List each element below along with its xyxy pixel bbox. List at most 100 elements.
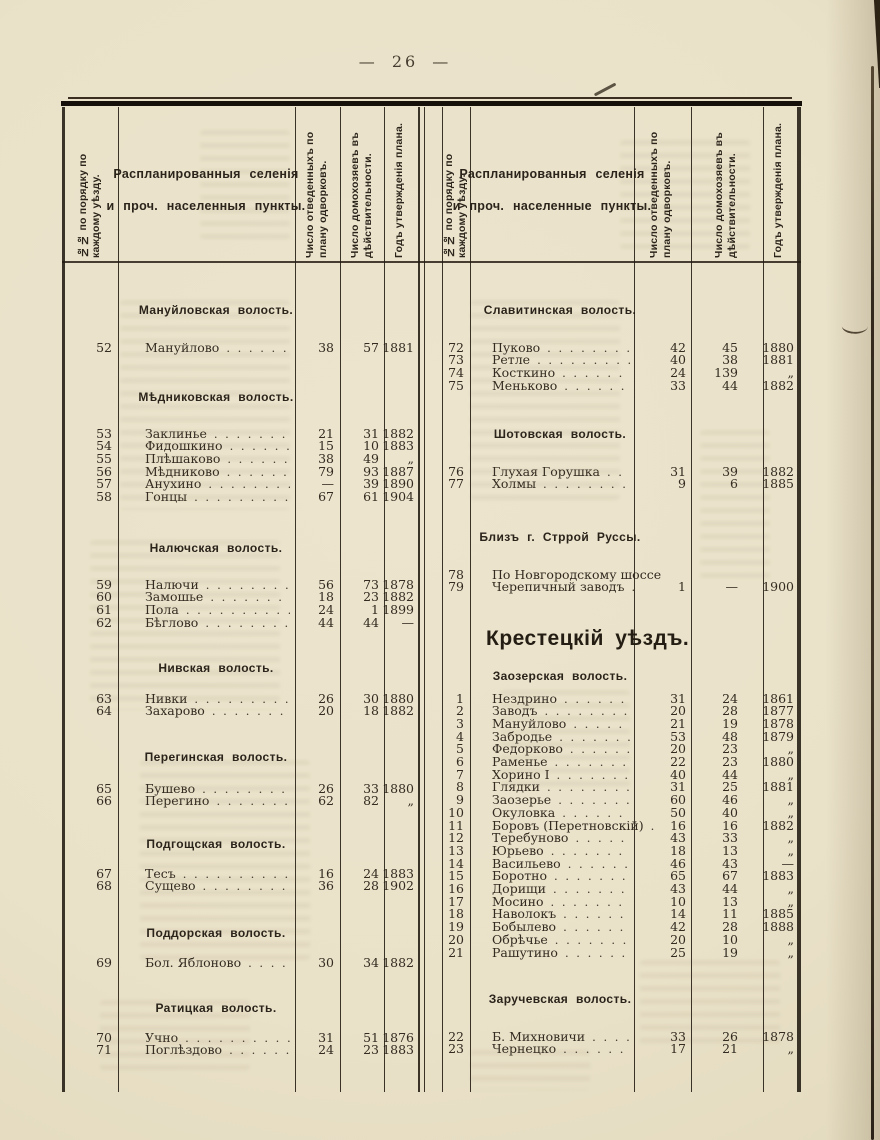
table-row-name-group: Рашутино . . . . . . . . . . . . . . . . … — [492, 945, 630, 961]
row-number: 54 — [96, 438, 112, 454]
households-value: 57 — [363, 339, 379, 355]
settlement-name: Поглѣздово — [145, 1043, 222, 1058]
leader-dots: . . . . . . . . . . . . . . . . . . . . … — [223, 439, 290, 454]
row-number: 74 — [448, 364, 464, 380]
table-row-name-group: Нездрино. . . . . . . . . . . . . . . . … — [492, 691, 630, 707]
settlement-name: Ретле — [492, 353, 530, 368]
year-value: 1882 — [382, 954, 414, 970]
table-row-name-group: Заклинье. . . . . . . . . . . . . . . . … — [145, 426, 290, 442]
households-value: 25 — [722, 779, 738, 795]
households-value: 23 — [363, 1042, 379, 1058]
year-value: „ — [787, 766, 794, 782]
plots-value: 24 — [318, 1042, 334, 1058]
plots-value: 40 — [670, 766, 686, 782]
leader-dots: . . . . . . . . . . . . . . . . . . . . … — [220, 465, 290, 480]
table-row-name-group: Васильево . . . . . . . . . . . . . . . .… — [492, 856, 630, 872]
settlement-name: Мосино — [492, 893, 544, 909]
households-value: 24 — [363, 865, 379, 881]
year-value: 1902 — [382, 878, 414, 894]
row-number: 65 — [96, 780, 112, 796]
plots-value: 42 — [670, 919, 686, 935]
plots-value: 20 — [318, 703, 334, 719]
settlement-name: Мануйлово — [492, 716, 566, 732]
row-number: 67 — [96, 865, 112, 881]
year-value: „ — [787, 830, 794, 846]
table-row-name-group: Мануйлово. . . . . . . . . . . . . . . .… — [145, 340, 290, 356]
year-value: 1861 — [762, 690, 794, 706]
row-number: 75 — [448, 377, 464, 393]
plots-value: 33 — [670, 377, 686, 393]
settlement-name: Боротно — [492, 868, 548, 884]
households-value: 45 — [722, 339, 738, 355]
table-row-name-group: Боротно . . . . . . . . . . . . . . . . .… — [492, 869, 630, 884]
settlement-name: Замошье — [145, 590, 203, 605]
row-number: 55 — [96, 450, 112, 466]
table-row-name-group: Обрѣчье . . . . . . . . . . . . . . . . .… — [492, 932, 630, 948]
table-row-name-group: Фидошкино. . . . . . . . . . . . . . . .… — [145, 439, 290, 454]
leader-dots: . . . . . . . . . . . . . . . . . . . . … — [592, 1029, 630, 1044]
top-rule-thin — [68, 97, 792, 99]
leader-dots: . . . . . . . . . . . . . . . . . . . . … — [229, 1043, 290, 1058]
row-number: 4 — [456, 728, 464, 744]
row-number: 13 — [448, 842, 464, 858]
table-rule-vertical — [62, 107, 65, 1092]
plots-value: 18 — [318, 589, 334, 605]
row-number: 66 — [96, 793, 112, 809]
row-number: 12 — [448, 830, 464, 846]
table-row-name-group: Черепичный заводъ. . . . . . . . . . . .… — [492, 580, 634, 595]
table-rule-vertical — [470, 107, 472, 1092]
year-value: 1881 — [762, 779, 794, 795]
households-value: 39 — [686, 464, 738, 480]
bleed-through-artifact — [700, 430, 770, 580]
households-value: 67 — [722, 868, 738, 884]
leader-dots: . . . . . . . . . . . . . . . . . . . . … — [566, 717, 630, 732]
settlement-name: Хорино I — [492, 767, 550, 783]
year-value: 1882 — [382, 589, 414, 605]
leader-dots: . . . . . . . . . . . . . . . . . . . . … — [557, 692, 630, 707]
plots-value: 30 — [318, 954, 334, 970]
table-row-name-group: Бѣглово . . . . . . . . . . . . . . . . .… — [145, 615, 290, 631]
leader-dots: . . . . . . . . . . . . . . . . . . . . … — [199, 578, 290, 593]
row-number: 10 — [448, 804, 464, 820]
table-row-name-group: Дорищи . . . . . . . . . . . . . . . . . … — [492, 882, 630, 897]
settlement-name: Чернецко — [492, 1041, 557, 1057]
row-number: 68 — [96, 878, 112, 894]
settlement-name: Сущево — [145, 879, 196, 894]
year-value: 1882 — [762, 377, 794, 393]
table-row-name-group: Наволокъ . . . . . . . . . . . . . . . . … — [492, 907, 630, 922]
plots-value: 17 — [634, 1042, 686, 1057]
leader-dots: . . . . . . . . . . . . . . . . . . . . … — [196, 879, 290, 894]
year-value: 1899 — [382, 601, 414, 617]
year-value: „ — [787, 881, 794, 896]
plots-value: 65 — [670, 868, 686, 884]
leader-dots: . . . . . . . . . . . . . . . . . . . . … — [575, 831, 630, 846]
table-row-name-group: Федорково. . . . . . . . . . . . . . . .… — [492, 742, 630, 757]
settlement-name: Дорищи — [492, 881, 546, 896]
column-header-settlements-left: Распланированныя селенія и проч. населен… — [106, 167, 306, 213]
households-value: 38 — [722, 352, 738, 368]
leader-dots: . . . . . . . . . . . . . . . . . . . . … — [248, 955, 290, 970]
table-row-name-group: Глядки. . . . . . . . . . . . . . . . . … — [492, 780, 630, 795]
leader-dots: . . . . . . . . . . . . . . . . . . . . … — [530, 353, 630, 368]
leader-dots: . . . . . . . . . . . . . . . . . . . . … — [205, 615, 290, 630]
settlement-name: Бобылево — [492, 919, 557, 935]
leader-dots: . . . . . . . . . . . . . . . . . . . . … — [548, 755, 630, 770]
year-value: 1876 — [382, 1029, 414, 1045]
settlement-name: Теребуново — [492, 830, 569, 846]
table-row-name-group: Ретле. . . . . . . . . . . . . . . . . .… — [492, 353, 630, 368]
households-value: 33 — [363, 780, 379, 796]
table-rule-vertical — [442, 107, 444, 1092]
households-value: 19 — [722, 944, 738, 960]
volost-header: Мѣдниковская волость. — [101, 390, 331, 405]
settlement-name: Косткино — [492, 365, 555, 381]
year-value: 1878 — [748, 1029, 794, 1045]
row-number: 52 — [96, 339, 112, 355]
bleed-through-artifact — [640, 960, 780, 1050]
households-value: 43 — [722, 855, 738, 871]
row-number: 23 — [448, 1041, 464, 1057]
volost-header: Близъ г. Стррой Руссы. — [479, 530, 641, 544]
row-number: 18 — [448, 906, 464, 922]
row-number: 70 — [72, 1030, 112, 1046]
plots-value: 40 — [670, 352, 686, 368]
households-value: 6 — [686, 477, 738, 492]
